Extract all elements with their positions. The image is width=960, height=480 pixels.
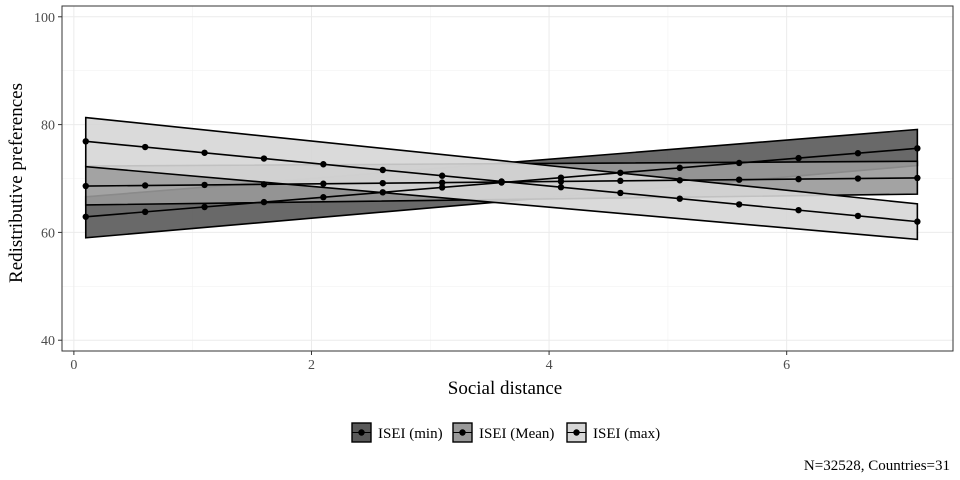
point-isei-mean- (438, 179, 446, 186)
point-isei-mean- (82, 182, 89, 190)
legend-label-isei-max-: ISEI (max) (593, 426, 660, 442)
point-isei-min- (795, 154, 802, 162)
point-isei-min- (82, 213, 89, 220)
point-isei-min- (379, 189, 386, 196)
point-isei-max- (735, 201, 743, 208)
axis-ticks: 0 2 4 6 40 60 80 100 (34, 11, 790, 373)
point-isei-mean- (914, 174, 921, 182)
point-isei-min- (735, 159, 743, 167)
point-isei-mean- (676, 177, 683, 184)
caption: N=32528, Countries=31 (804, 458, 950, 474)
x-tick-label: 4 (546, 358, 553, 373)
point-isei-min- (617, 169, 624, 176)
point-isei-max- (617, 189, 624, 197)
x-tick-label: 0 (70, 358, 77, 373)
point-isei-min- (141, 208, 149, 216)
point-isei-mean- (795, 175, 802, 183)
point-isei-min- (320, 194, 327, 201)
y-tick-label: 100 (34, 11, 55, 26)
point-isei-mean- (260, 181, 268, 188)
point-isei-max- (260, 155, 268, 162)
point-isei-min- (676, 164, 683, 172)
point-isei-max- (676, 195, 683, 202)
point-isei-mean- (557, 178, 565, 185)
y-tick-label: 80 (41, 119, 55, 134)
y-tick-label: 40 (41, 334, 55, 349)
point-isei-mean- (854, 175, 862, 182)
point-isei-max- (201, 149, 208, 156)
point-isei-min- (260, 198, 268, 206)
point-isei-mean- (617, 177, 624, 185)
point-isei-max- (141, 143, 149, 151)
legend-label-isei-min-: ISEI (min) (378, 426, 443, 442)
y-tick-label: 60 (41, 226, 55, 241)
point-isei-mean- (379, 179, 386, 187)
x-tick-label: 2 (308, 358, 315, 373)
point-isei-min- (914, 145, 921, 152)
panel-border (61, 5, 954, 352)
point-isei-max- (82, 138, 89, 145)
point-isei-min- (201, 203, 208, 211)
x-axis-title: Social distance (448, 378, 563, 399)
x-tick-label: 6 (783, 358, 790, 373)
legend: ISEI (min) ISEI (Mean) ISEI (max) (351, 422, 660, 443)
point-isei-max- (498, 178, 505, 185)
point-isei-mean- (320, 180, 327, 187)
point-isei-max- (795, 206, 802, 214)
series-points (82, 138, 921, 225)
point-isei-max- (854, 212, 862, 220)
point-isei-max- (557, 184, 565, 191)
point-isei-max- (914, 218, 921, 225)
legend-key-point (358, 429, 365, 436)
legend-label-isei-mean-: ISEI (Mean) (479, 426, 554, 442)
point-isei-min- (854, 150, 862, 157)
point-isei-mean- (141, 182, 149, 189)
legend-key-point (459, 429, 466, 436)
point-isei-max- (438, 172, 446, 179)
point-isei-max- (320, 161, 327, 168)
point-isei-mean- (735, 176, 743, 183)
point-isei-mean- (201, 181, 208, 189)
point-isei-min- (438, 184, 446, 191)
legend-key-point (573, 429, 580, 436)
point-isei-max- (379, 166, 386, 174)
y-axis-title: Redistributive preferences (6, 83, 27, 283)
